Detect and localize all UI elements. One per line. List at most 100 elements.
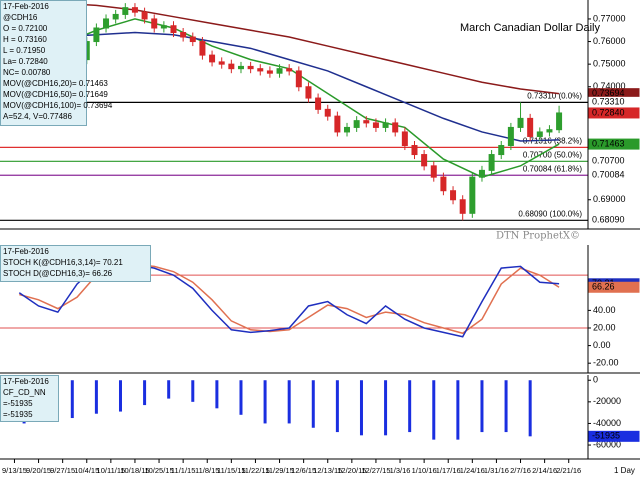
candle-body xyxy=(517,117,524,128)
x-tick-label: 11/22/15 xyxy=(241,466,270,475)
y-tick-label: -20000 xyxy=(593,396,621,406)
x-tick-label: 12/27/15 xyxy=(361,466,390,475)
candle-body xyxy=(315,97,322,110)
candle-body xyxy=(122,7,129,15)
level-label: 0.68090 (100.0%) xyxy=(518,209,582,218)
candle-body xyxy=(189,36,196,43)
x-tick-label: 1/3/16 xyxy=(390,466,411,475)
legend-text: MOV(@CDH16,20)= 0.71463 xyxy=(3,79,108,88)
candle-body xyxy=(170,25,177,34)
bar xyxy=(215,380,219,409)
candle-body xyxy=(556,112,563,131)
candle-body xyxy=(478,169,485,178)
price-label: 0.68090 xyxy=(592,215,625,225)
candle-body xyxy=(112,13,119,20)
price-label-box xyxy=(588,138,640,150)
bar xyxy=(94,380,98,414)
candle-body xyxy=(430,165,437,178)
price-label: -51935 xyxy=(592,431,620,441)
legend-box xyxy=(0,375,59,422)
candle-body xyxy=(372,122,379,128)
y-tick-label: 0.75000 xyxy=(593,59,626,69)
price-label-box xyxy=(588,281,640,293)
candle-body xyxy=(507,126,514,147)
bar xyxy=(118,380,122,412)
candle-body xyxy=(469,176,476,214)
legend-text: A=52.4, V=0.77486 xyxy=(3,112,73,121)
candle-body xyxy=(401,131,408,147)
x-tick-label: 1/17/16 xyxy=(436,466,461,475)
legend-text: CF_CD_NN xyxy=(3,388,46,397)
candle-body xyxy=(546,129,553,133)
y-tick-label: 40.00 xyxy=(593,305,616,315)
candle-body xyxy=(141,11,148,20)
legend-text: @CDH16 xyxy=(3,13,38,22)
level-label: 0.73310 (0.0%) xyxy=(527,91,582,100)
price-label: 0.71463 xyxy=(592,138,625,148)
x-tick-label: 2/14/16 xyxy=(532,466,557,475)
y-tick-label: 20.00 xyxy=(593,322,616,332)
x-tick-label: 11/8/15 xyxy=(195,466,219,475)
y-tick-label: -20.00 xyxy=(593,358,619,368)
legend-text: STOCH D(@CDH16,3)= 66.26 xyxy=(3,269,113,278)
legend-text: =-51935 xyxy=(3,410,33,419)
bar xyxy=(359,380,363,436)
candle-body xyxy=(180,32,187,38)
x-tick-label: 10/11/15 xyxy=(97,466,126,475)
chart-title: March Canadian Dollar Daily xyxy=(460,22,601,34)
x-tick-label: 10/25/15 xyxy=(144,466,173,475)
candle-body xyxy=(160,25,167,29)
period-label: 1 Day xyxy=(614,466,635,475)
price-label: 66.26 xyxy=(592,282,615,292)
moving-average-line xyxy=(19,31,560,142)
watermark: DTN ProphetX© xyxy=(496,231,580,242)
bar xyxy=(335,380,339,433)
price-label: 0.70084 xyxy=(592,170,625,180)
candle-body xyxy=(237,65,244,70)
price-label-box xyxy=(588,155,640,167)
bar xyxy=(480,380,484,433)
candle-body xyxy=(93,27,100,43)
candle-body xyxy=(498,145,505,156)
x-tick-label: 12/20/15 xyxy=(337,466,366,475)
x-tick-label: 10/4/15 xyxy=(74,466,99,475)
bar xyxy=(167,380,171,399)
candle-body xyxy=(421,154,428,167)
candle-body xyxy=(151,18,158,29)
legend-text: 17-Feb-2016 xyxy=(3,377,49,386)
x-tick-label: 11/29/15 xyxy=(265,466,294,475)
y-tick-label: 0 xyxy=(593,375,598,385)
candle-body xyxy=(286,68,293,72)
level-label: 0.70700 (50.0%) xyxy=(523,150,582,159)
price-label: 0.70700 xyxy=(592,156,625,166)
candle-body xyxy=(527,117,534,137)
legend-text: La= 0.72840 xyxy=(3,57,48,66)
candle-body xyxy=(324,108,331,117)
price-label-box xyxy=(588,169,640,181)
candle-body xyxy=(276,68,283,74)
bar xyxy=(263,380,267,424)
candle-body xyxy=(334,115,341,133)
x-tick-label: 1/24/16 xyxy=(460,466,485,475)
x-tick-label: 12/6/15 xyxy=(291,466,316,475)
legend-text: O = 0.72100 xyxy=(3,24,48,33)
x-tick-label: 9/20/15 xyxy=(26,466,51,475)
candle-body xyxy=(266,70,273,74)
moving-average-line xyxy=(19,2,560,95)
bar xyxy=(528,380,532,437)
legend-box xyxy=(0,245,151,282)
candle-body xyxy=(488,154,495,171)
candle-body xyxy=(103,18,110,29)
bar xyxy=(456,380,460,440)
bar xyxy=(432,380,436,440)
y-tick-label: -40000 xyxy=(593,418,621,428)
candle-body xyxy=(450,190,457,201)
candle-body xyxy=(228,63,235,70)
price-label: 0.72840 xyxy=(592,107,625,117)
candle-body xyxy=(199,41,206,56)
x-tick-label: 2/7/16 xyxy=(510,466,531,475)
price-label-box xyxy=(588,214,640,226)
level-label: 0.71316 (38.2%) xyxy=(523,137,582,146)
legend-text: NC= 0.00780 xyxy=(3,68,51,77)
candle-body xyxy=(344,126,351,133)
